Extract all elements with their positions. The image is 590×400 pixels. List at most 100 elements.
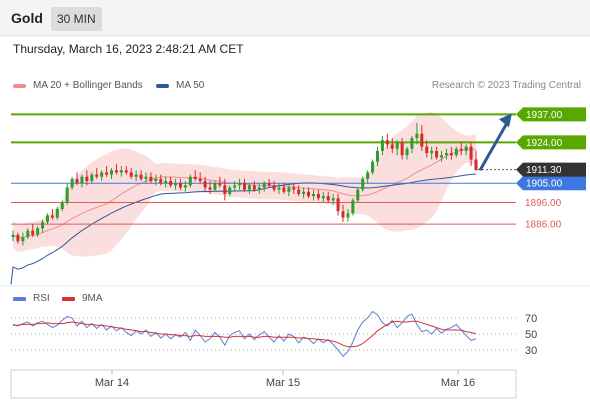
candle (149, 176, 153, 182)
credit-text: Research © 2023 Trading Central (431, 80, 581, 91)
legend-ma50: MA 50 (156, 80, 204, 91)
time-tick-label: Mar 15 (266, 377, 300, 389)
candle (164, 181, 168, 184)
candle (95, 174, 99, 177)
candle (341, 211, 345, 218)
candle (154, 178, 158, 182)
level-label: 1896.00 (525, 198, 562, 209)
candle (16, 234, 20, 242)
candle (282, 187, 286, 192)
candle (252, 185, 256, 190)
candle (410, 138, 414, 149)
forecast-arrow-head (499, 113, 512, 128)
candle (228, 187, 232, 194)
candle (430, 150, 434, 154)
candle (371, 161, 375, 173)
candle (243, 183, 246, 190)
candle (267, 183, 271, 186)
candle (100, 172, 104, 177)
candle (55, 209, 59, 218)
candle (11, 234, 15, 237)
ma50-swatch (156, 83, 169, 88)
level-label: 1924.00 (526, 138, 563, 149)
candle (351, 200, 355, 214)
candle (400, 142, 404, 156)
rsi-panel: 70 50 30 (11, 310, 537, 358)
candle (302, 191, 306, 194)
candle (307, 191, 311, 197)
candle (218, 183, 222, 186)
time-tick-label: Mar 16 (441, 377, 475, 389)
candle (174, 183, 178, 186)
ma9-label: 9MA (82, 293, 103, 304)
candle (361, 178, 365, 190)
price-levels: 1937.00 1924.00 1905.00 1896.00 1886.00 (11, 107, 586, 231)
candle (178, 183, 182, 188)
rsi-tick-label: 30 (525, 345, 537, 357)
level-tag (516, 176, 586, 191)
candle (380, 140, 384, 151)
candle (277, 187, 281, 190)
candle (223, 185, 227, 194)
candle (287, 187, 291, 192)
candle (395, 142, 399, 149)
level-tag (516, 135, 586, 150)
candle (198, 178, 202, 182)
candle (193, 176, 197, 179)
candle (292, 187, 296, 190)
candle (21, 236, 25, 242)
timeframe-button[interactable]: 30 MIN (51, 7, 102, 31)
candle (346, 213, 350, 218)
candle (60, 202, 64, 210)
candle (321, 196, 325, 199)
candle (134, 174, 138, 177)
candle (129, 172, 133, 177)
legend-rsi: RSI (13, 293, 50, 304)
candle (366, 172, 370, 179)
bollinger-label: MA 20 + Bollinger Bands (33, 80, 143, 91)
candle (31, 230, 35, 235)
candle (26, 230, 30, 237)
rsi-tick-label: 50 (525, 329, 537, 341)
candle (297, 189, 301, 194)
candle (469, 146, 473, 160)
candle (105, 172, 109, 175)
ma50-line (10, 173, 477, 285)
candle (272, 185, 276, 190)
candle (326, 196, 330, 201)
candle (420, 133, 424, 147)
candle (474, 159, 478, 171)
candle (311, 193, 315, 197)
candle (144, 176, 148, 179)
candle (257, 187, 261, 190)
candle (336, 198, 340, 212)
current-price-tag (516, 162, 586, 177)
candles (11, 122, 478, 246)
candle (454, 148, 458, 156)
candle (36, 228, 40, 235)
candle (449, 153, 453, 156)
candle (390, 144, 394, 149)
candle (435, 150, 439, 158)
bollinger-swatch (13, 83, 26, 88)
ma9-swatch (62, 296, 75, 301)
candle (159, 178, 163, 184)
candle (464, 146, 468, 151)
candle (356, 189, 360, 201)
current-price-label: 1911.30 (526, 165, 562, 176)
candle (45, 215, 49, 222)
level-label: 1937.00 (526, 110, 563, 121)
chart-header: Gold 30 MIN (0, 0, 590, 36)
candle (425, 146, 429, 154)
candle (188, 176, 192, 186)
candle (50, 215, 54, 218)
timestamp: Thursday, March 16, 2023 2:48:21 AM CET (13, 42, 244, 56)
candle (183, 185, 187, 188)
candle (139, 174, 143, 179)
candle (169, 181, 173, 186)
candle (213, 183, 217, 190)
level-tag (516, 107, 586, 122)
candle (90, 174, 94, 182)
candle (405, 148, 409, 156)
